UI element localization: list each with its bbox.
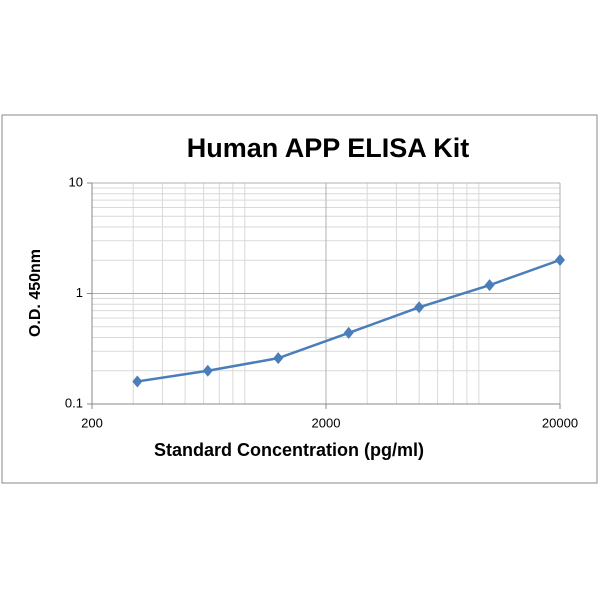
y-tick-label: 10 <box>69 174 83 189</box>
y-tick-label: 0.1 <box>65 395 83 410</box>
data-point <box>273 352 284 365</box>
data-point <box>484 279 495 292</box>
data-point <box>555 253 565 266</box>
x-tick-label: 20000 <box>542 415 578 430</box>
data-point <box>202 364 213 377</box>
x-tick-label: 2000 <box>312 415 341 430</box>
y-axis-label: O.D. 450nm <box>27 249 44 337</box>
x-tick-label: 200 <box>81 415 103 430</box>
chart-title: Human APP ELISA Kit <box>187 133 470 163</box>
data-point <box>414 301 425 314</box>
data-point <box>343 326 354 339</box>
data-point <box>132 375 143 388</box>
x-axis-label: Standard Concentration (pg/ml) <box>154 440 424 460</box>
y-tick-label: 1 <box>76 285 83 300</box>
